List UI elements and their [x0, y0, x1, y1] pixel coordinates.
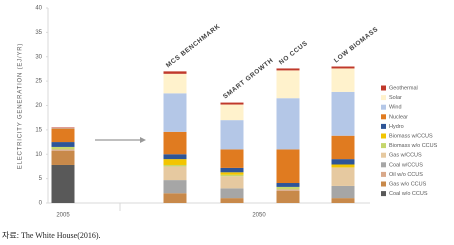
bar-segment	[331, 164, 355, 168]
bar-segment	[220, 174, 244, 177]
y-tick-label: 15	[35, 127, 42, 133]
bar-segment	[276, 98, 300, 150]
legend-swatch	[381, 85, 386, 91]
legend-swatch	[381, 171, 386, 177]
bar-segment	[331, 91, 355, 136]
bar-segment	[220, 188, 244, 199]
bar-segment	[331, 135, 355, 160]
legend-swatch	[381, 123, 386, 129]
bar-segment	[276, 149, 300, 184]
bar-segment	[51, 142, 75, 147]
legend-swatch	[381, 191, 386, 197]
bar-segment	[163, 166, 187, 181]
bar-segment	[51, 164, 75, 203]
bar-segment	[220, 120, 244, 150]
legend-label: Geothermal	[389, 85, 418, 91]
bar-segment	[276, 183, 300, 187]
bar-annotation: MCS BENCHMARK	[165, 23, 222, 70]
bar-segment	[163, 131, 187, 155]
bar-segment	[163, 164, 187, 167]
y-tick-label: 20	[35, 103, 42, 109]
legend-label: Gas w/CCUS	[389, 153, 422, 159]
bar-annotation: NO CCUS	[278, 40, 309, 67]
bar-segment	[276, 70, 300, 99]
y-tick-label: 25	[35, 79, 42, 85]
legend-label: Coal w/CCUS	[389, 162, 423, 168]
bar-segment	[276, 186, 300, 190]
bar-segment	[220, 172, 244, 175]
bar-segment	[51, 149, 75, 151]
legend-label: Coal w/o CCUS	[389, 191, 428, 197]
bar-segment	[220, 102, 244, 105]
source: 자료: The White House(2016).	[2, 231, 101, 240]
bar-segment	[51, 146, 75, 150]
legend-swatch	[381, 181, 386, 187]
bar-segment	[163, 93, 187, 132]
bar-segment	[331, 167, 355, 186]
bar-segment	[163, 180, 187, 194]
bar-segment	[220, 167, 244, 173]
legend-label: Gas w/o CCUS	[389, 181, 427, 187]
legend-label: Biomass w/o CCUS	[389, 143, 438, 149]
legend-label: Biomass w/CCUS	[389, 133, 433, 139]
bar-annotation: LOW BIOMASS	[333, 26, 380, 65]
bar-segment	[220, 176, 244, 189]
legend-swatch	[381, 162, 386, 168]
bar-segment	[276, 190, 300, 203]
y-tick-label: 10	[35, 152, 42, 158]
legend-label: Nuclear	[389, 114, 408, 120]
x-group-label: 2005	[56, 213, 70, 219]
bar-segment	[163, 73, 187, 94]
legend-swatch	[381, 114, 386, 120]
bar-segment	[331, 185, 355, 199]
bar-segment	[276, 189, 300, 191]
arrow-head	[140, 137, 146, 143]
legend-swatch	[381, 104, 386, 110]
bar-segment	[220, 149, 244, 168]
y-tick-label: 35	[35, 30, 42, 36]
legend-swatch	[381, 133, 386, 139]
bar-segment	[331, 198, 355, 203]
bar-segment	[51, 128, 75, 143]
bar-segment	[220, 198, 244, 203]
y-tick-label: 5	[39, 176, 43, 182]
bar-segment	[331, 68, 355, 92]
legend-swatch	[381, 95, 386, 101]
legend-swatch	[381, 152, 386, 158]
bar-segment	[276, 68, 300, 71]
bar-annotation: SMART GROWTH	[222, 57, 275, 101]
bar-segment	[220, 104, 244, 121]
y-tick-label: 0	[39, 201, 43, 207]
legend-label: Hydro	[389, 124, 404, 130]
x-group-label: 2050	[252, 213, 266, 219]
bar-segment	[163, 71, 187, 74]
legend-label: Solar	[389, 95, 402, 101]
y-axis-label: ELECTRICITY GENERATION (EJ/YR)	[18, 43, 24, 169]
legend-label: Wind	[389, 105, 402, 111]
y-tick-label: 30	[35, 54, 42, 60]
bar-segment	[163, 154, 187, 160]
bar-segment	[163, 193, 187, 203]
bar-segment	[51, 150, 75, 165]
y-tick-label: 40	[35, 6, 42, 12]
bar-segment	[331, 66, 355, 69]
bar-segment	[163, 159, 187, 165]
legend-label: Oil w/o CCUS	[389, 172, 423, 178]
bar-segment	[331, 159, 355, 165]
legend-swatch	[381, 143, 386, 149]
